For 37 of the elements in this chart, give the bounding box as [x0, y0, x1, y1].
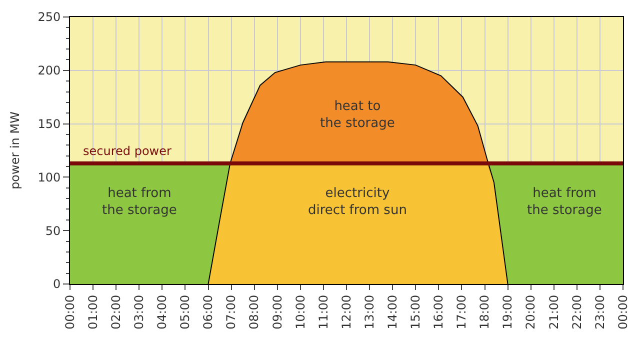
- x-tick-label: 00:00: [616, 294, 630, 330]
- y-tick-label: 100: [38, 170, 61, 184]
- x-tick-label: 09:00: [270, 294, 284, 330]
- x-tick-label: 05:00: [178, 294, 192, 330]
- annotation: electricity direct from sun: [308, 186, 407, 218]
- y-tick-label: 250: [38, 10, 61, 24]
- x-tick-label: 01:00: [86, 294, 100, 330]
- y-tick-label: 50: [45, 224, 61, 238]
- x-tick-label: 14:00: [385, 294, 400, 330]
- annotation: heat to the storage: [320, 99, 395, 131]
- x-tick-label: 12:00: [339, 294, 354, 330]
- x-tick-label: 03:00: [132, 294, 146, 330]
- x-tick-label: 10:00: [293, 294, 308, 330]
- x-tick-label: 04:00: [155, 294, 170, 330]
- x-tick-label: 20:00: [524, 294, 538, 330]
- x-tick-label: 16:00: [432, 294, 446, 330]
- x-tick-label: 06:00: [201, 294, 216, 330]
- annotation: heat from the storage: [527, 186, 602, 218]
- x-tick-label: 07:00: [224, 294, 238, 330]
- x-tick-label: 11:00: [316, 294, 330, 330]
- y-tick-label: 150: [38, 117, 61, 131]
- x-tick-label: 18:00: [478, 294, 492, 330]
- x-tick-label: 17:00: [454, 294, 469, 330]
- y-tick-label: 200: [38, 64, 61, 78]
- x-tick-label: 00:00: [62, 294, 77, 330]
- annotation: heat from the storage: [102, 186, 177, 218]
- x-tick-label: 22:00: [570, 294, 584, 330]
- x-tick-label: 02:00: [108, 294, 123, 330]
- x-tick-label: 15:00: [408, 294, 423, 330]
- ref-line-label: secured power: [83, 144, 172, 158]
- y-axis-title: power in MW: [8, 111, 22, 190]
- x-tick-label: 21:00: [546, 294, 561, 330]
- x-tick-label: 19:00: [500, 294, 515, 330]
- x-tick-label: 23:00: [592, 294, 607, 330]
- x-tick-label: 08:00: [247, 294, 262, 330]
- y-tick-label: 0: [52, 277, 61, 292]
- x-tick-label: 13:00: [362, 294, 376, 330]
